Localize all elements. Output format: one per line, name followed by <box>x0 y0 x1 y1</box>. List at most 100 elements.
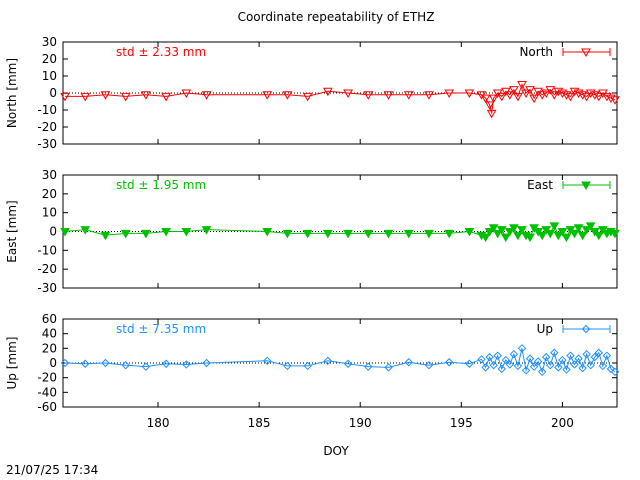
data-point <box>100 231 111 241</box>
data-point <box>569 229 580 239</box>
data-point <box>553 87 564 97</box>
data-point <box>121 360 130 370</box>
data-point <box>577 231 588 241</box>
data-point <box>181 89 192 99</box>
data-point <box>606 94 616 104</box>
data-point <box>501 355 511 365</box>
data-point <box>504 91 515 100</box>
data-point <box>569 87 580 97</box>
legend-marker <box>581 324 591 334</box>
data-point <box>537 367 547 377</box>
y-tick-label: -60 <box>37 400 57 414</box>
y-tick-label: 0 <box>49 356 57 370</box>
y-tick-label: -40 <box>37 385 57 399</box>
data-point <box>364 362 373 371</box>
data-point <box>383 229 394 239</box>
data-point <box>590 352 599 362</box>
data-point <box>383 91 394 100</box>
data-point <box>594 348 604 357</box>
y-tick-label: 40 <box>42 327 57 341</box>
data-point <box>141 229 151 239</box>
data-point <box>513 92 523 102</box>
data-point <box>343 89 353 99</box>
data-point <box>537 231 548 241</box>
y-tick-label: -20 <box>37 371 57 385</box>
data-point <box>403 229 414 239</box>
data-point <box>384 363 393 372</box>
data-point <box>60 358 70 368</box>
data-point <box>610 229 620 239</box>
data-point <box>181 228 192 237</box>
data-point <box>323 356 333 366</box>
data-point <box>582 349 591 359</box>
data-point <box>283 361 292 371</box>
data-point <box>465 359 474 368</box>
data-point <box>521 366 531 375</box>
data-point <box>262 91 273 100</box>
data-point <box>496 226 507 235</box>
data-point <box>529 94 539 104</box>
y-tick-label: 30 <box>42 168 57 182</box>
data-point <box>161 359 171 368</box>
data-point <box>602 92 612 102</box>
chart-title: Coordinate repeatability of ETHZ <box>238 10 435 24</box>
data-point <box>573 89 584 99</box>
data-point <box>517 81 527 90</box>
data-point <box>80 92 91 102</box>
data-point <box>444 229 455 239</box>
data-point <box>509 349 519 359</box>
data-point <box>565 92 576 102</box>
data-point <box>577 91 588 100</box>
data-point <box>404 358 413 367</box>
legend-marker <box>581 181 591 191</box>
data-point <box>464 228 475 237</box>
data-point <box>497 364 506 374</box>
data-point <box>529 362 539 371</box>
legend-label: East <box>527 178 553 192</box>
y-axis-label: Up [mm] <box>5 337 19 390</box>
data-point <box>549 222 560 231</box>
data-point <box>496 92 507 102</box>
data-point <box>586 360 595 370</box>
y-tick-label: -30 <box>37 281 57 295</box>
data-point <box>500 233 511 243</box>
y-tick-label: -20 <box>37 262 57 276</box>
data-point <box>492 229 503 239</box>
data-point <box>546 360 555 370</box>
data-point <box>480 233 491 243</box>
data-point <box>598 361 608 371</box>
data-point <box>509 86 519 95</box>
data-point <box>602 351 612 360</box>
data-point <box>60 92 70 102</box>
y-tick-label: 0 <box>49 225 57 239</box>
y-tick-label: 20 <box>42 187 57 201</box>
data-point <box>542 352 551 362</box>
data-point <box>562 365 571 374</box>
data-point <box>525 86 535 95</box>
data-point <box>585 89 596 99</box>
data-point <box>581 226 592 235</box>
data-point <box>505 360 515 369</box>
data-point <box>302 229 313 239</box>
data-point <box>120 229 131 239</box>
legend-label: Up <box>537 322 553 336</box>
std-label: std ± 1.95 mm <box>116 178 206 192</box>
data-point <box>578 363 587 373</box>
y-tick-label: 60 <box>42 312 57 326</box>
data-point <box>566 351 575 360</box>
y-axis-label: East [mm] <box>5 200 19 262</box>
y-tick-label: 10 <box>42 69 57 83</box>
data-point <box>444 358 454 367</box>
legend-label: North <box>519 45 553 59</box>
data-point <box>141 91 151 100</box>
data-point <box>573 224 584 233</box>
x-tick-label: 195 <box>450 416 473 430</box>
data-point <box>424 360 434 370</box>
panel-east: 30 20 10 0 -10 -20 -30 East [mm] std ± 1.95 mm Ea… <box>5 168 620 295</box>
data-point <box>521 89 531 99</box>
y-tick-label: 20 <box>42 341 57 355</box>
data-point <box>363 229 374 239</box>
y-tick-label: -30 <box>37 137 57 151</box>
data-point <box>444 89 455 99</box>
